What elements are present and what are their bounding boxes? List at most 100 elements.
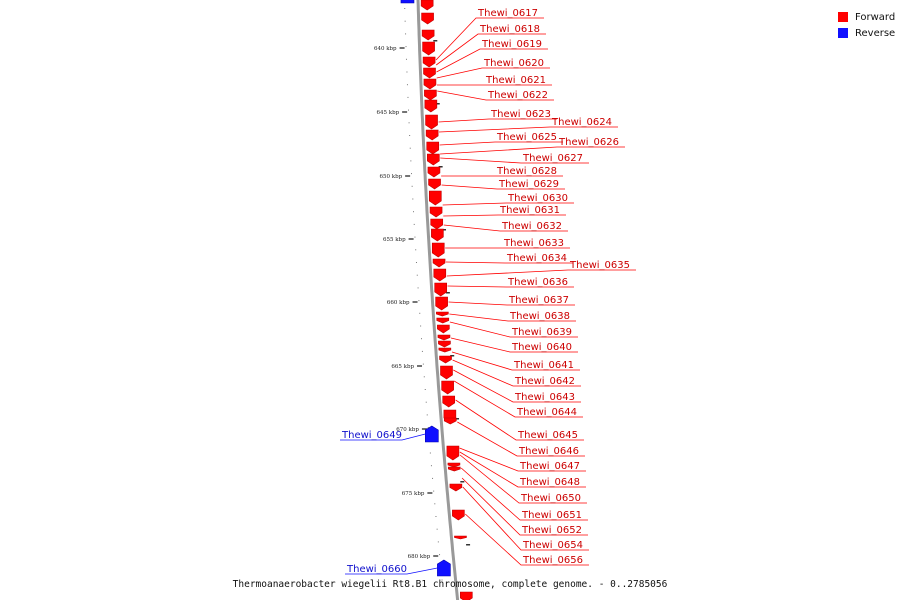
- forward-gene-label[interactable]: Thewi_0656: [522, 555, 583, 566]
- forward-gene-block[interactable]: [452, 509, 465, 521]
- forward-gene-block[interactable]: [425, 129, 439, 141]
- forward-gene-block[interactable]: [427, 153, 440, 166]
- forward-gene-block[interactable]: [430, 218, 444, 230]
- forward-gene-label[interactable]: Thewi_0617: [477, 8, 538, 19]
- forward-gene-label[interactable]: Thewi_0624: [551, 117, 612, 128]
- reverse-gene-label[interactable]: Thewi_0649: [341, 430, 402, 441]
- forward-gene-block[interactable]: [428, 190, 442, 206]
- forward-gene-block[interactable]: [431, 228, 444, 242]
- forward-leader-line: [435, 17, 544, 61]
- forward-gene-block[interactable]: [424, 99, 438, 113]
- forward-leader-line: [442, 202, 574, 206]
- forward-gene-label[interactable]: Thewi_0643: [514, 392, 575, 403]
- forward-gene-block[interactable]: [421, 12, 434, 25]
- forward-gene-block[interactable]: [440, 365, 453, 380]
- forward-gene-label[interactable]: Thewi_0631: [499, 205, 560, 216]
- forward-gene-label[interactable]: Thewi_0625: [496, 132, 557, 143]
- forward-gene-block[interactable]: [433, 268, 447, 282]
- forward-gene-label[interactable]: Thewi_0640: [511, 342, 572, 353]
- reverse-gene-block[interactable]: [425, 425, 439, 443]
- forward-gene-block[interactable]: [436, 317, 450, 324]
- forward-gene-block[interactable]: [420, 0, 434, 11]
- forward-gene-block[interactable]: [422, 41, 435, 56]
- forward-gene-block[interactable]: [429, 206, 443, 218]
- forward-gene-label[interactable]: Thewi_0623: [490, 109, 551, 120]
- forward-gene-block[interactable]: [435, 296, 448, 311]
- forward-gene-label[interactable]: Thewi_0637: [508, 295, 569, 306]
- forward-gene-label[interactable]: Thewi_0633: [503, 238, 564, 249]
- forward-gene-label[interactable]: Thewi_0639: [511, 327, 572, 338]
- forward-gene-label[interactable]: Thewi_0654: [522, 540, 583, 551]
- forward-gene-label[interactable]: Thewi_0651: [521, 510, 582, 521]
- forward-gene-label[interactable]: Thewi_0629: [498, 179, 559, 190]
- forward-gene-label[interactable]: Thewi_0634: [506, 253, 567, 264]
- forward-gene-label[interactable]: Thewi_0647: [519, 461, 580, 472]
- minor-tick: [427, 427, 429, 429]
- forward-gene-block[interactable]: [426, 141, 440, 155]
- forward-gene-block[interactable]: [421, 29, 435, 41]
- forward-gene-block[interactable]: [439, 355, 452, 364]
- forward-gene-label[interactable]: Thewi_0638: [509, 311, 570, 322]
- forward-gene-label[interactable]: Thewi_0622: [487, 90, 548, 101]
- forward-gene-block[interactable]: [441, 380, 454, 395]
- forward-gene-label[interactable]: Thewi_0628: [496, 166, 557, 177]
- forward-gene-label[interactable]: Thewi_0619: [481, 39, 542, 50]
- forward-gene-block[interactable]: [459, 591, 473, 600]
- reverse-leader-line: [345, 567, 438, 575]
- forward-gene-label[interactable]: Thewi_0652: [521, 525, 582, 536]
- forward-leader-line: [435, 33, 546, 66]
- forward-gene-block[interactable]: [447, 466, 461, 472]
- forward-gene-label[interactable]: Thewi_0632: [501, 221, 562, 232]
- forward-leader-line: [439, 141, 563, 146]
- right-tick: [460, 481, 465, 483]
- forward-gene-block[interactable]: [427, 166, 441, 178]
- forward-gene-block[interactable]: [431, 242, 445, 258]
- forward-gene-block[interactable]: [428, 178, 441, 190]
- forward-gene-block[interactable]: [436, 311, 449, 317]
- forward-gene-block[interactable]: [447, 462, 461, 468]
- minor-tick: [415, 249, 417, 251]
- forward-gene-block[interactable]: [424, 89, 437, 101]
- forward-leader-line: [438, 118, 557, 123]
- forward-gene-label[interactable]: Thewi_0626: [558, 137, 619, 148]
- legend-forward-label: Forward: [855, 11, 896, 23]
- reverse-gene-block[interactable]: [437, 559, 451, 577]
- forward-gene-block[interactable]: [454, 535, 467, 540]
- forward-gene-block[interactable]: [446, 445, 460, 461]
- forward-gene-block[interactable]: [438, 340, 451, 348]
- forward-gene-label[interactable]: Thewi_0641: [513, 360, 574, 371]
- reverse-gene-label[interactable]: Thewi_0660: [346, 564, 407, 575]
- forward-gene-label[interactable]: Thewi_0621: [485, 75, 546, 86]
- forward-gene-block[interactable]: [437, 334, 451, 341]
- forward-gene-label[interactable]: Thewi_0627: [522, 153, 583, 164]
- forward-gene-label[interactable]: Thewi_0644: [516, 407, 577, 418]
- legend-reverse-label: Reverse: [855, 27, 896, 39]
- forward-gene-label[interactable]: Thewi_0650: [520, 493, 581, 504]
- forward-gene-block[interactable]: [449, 483, 463, 492]
- forward-gene-block[interactable]: [425, 114, 438, 130]
- forward-gene-label[interactable]: Thewi_0635: [569, 260, 630, 271]
- forward-gene-block[interactable]: [437, 324, 450, 334]
- forward-gene-label[interactable]: Thewi_0648: [519, 477, 580, 488]
- forward-gene-block[interactable]: [432, 258, 446, 268]
- forward-gene-label[interactable]: Thewi_0645: [517, 430, 578, 441]
- forward-gene-label[interactable]: Thewi_0636: [507, 277, 568, 288]
- forward-gene-block[interactable]: [442, 395, 456, 408]
- forward-gene-block[interactable]: [422, 56, 436, 68]
- reverse-gene-block[interactable]: [400, 0, 415, 4]
- forward-leader-line: [436, 67, 550, 79]
- forward-gene-label[interactable]: Thewi_0646: [518, 446, 579, 457]
- forward-gene-label[interactable]: Thewi_0630: [507, 193, 568, 204]
- forward-gene-block[interactable]: [443, 417, 457, 425]
- forward-leader-line: [441, 184, 565, 190]
- forward-gene-block[interactable]: [434, 282, 448, 297]
- forward-gene-block[interactable]: [438, 347, 452, 353]
- forward-gene-label[interactable]: Thewi_0620: [483, 58, 544, 69]
- minor-tick: [413, 211, 415, 213]
- forward-gene-block[interactable]: [423, 78, 437, 90]
- forward-gene-label[interactable]: Thewi_0618: [479, 24, 540, 35]
- forward-gene-label[interactable]: Thewi_0642: [514, 376, 575, 387]
- forward-gene-block[interactable]: [423, 67, 436, 79]
- forward-leader-line: [459, 447, 586, 472]
- minor-tick: [433, 490, 435, 492]
